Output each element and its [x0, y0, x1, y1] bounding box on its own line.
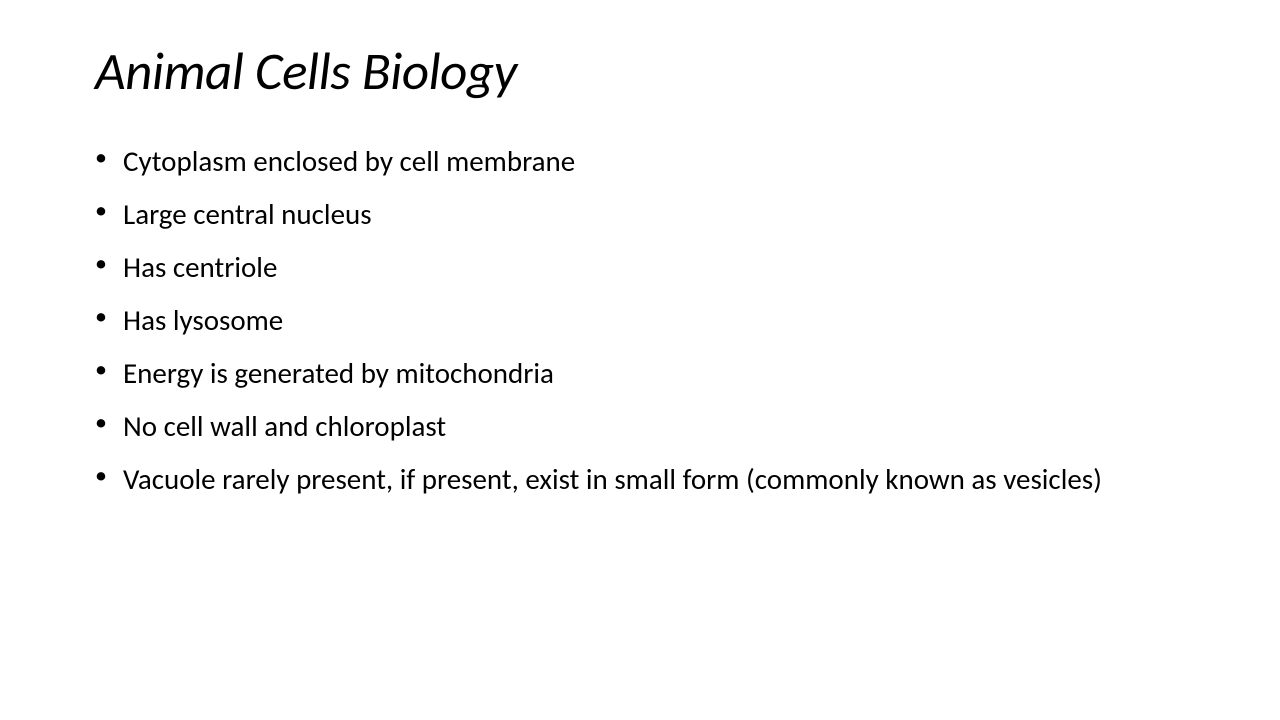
list-item: Cytoplasm enclosed by cell membrane — [123, 139, 1185, 184]
list-item: Has lysosome — [123, 298, 1185, 343]
list-item: Vacuole rarely present, if present, exis… — [123, 457, 1185, 502]
bullet-list: Cytoplasm enclosed by cell membrane Larg… — [95, 139, 1185, 502]
list-item: Large central nucleus — [123, 192, 1185, 237]
list-item: Energy is generated by mitochondria — [123, 351, 1185, 396]
slide-title: Animal Cells Biology — [95, 40, 1185, 104]
list-item: No cell wall and chloroplast — [123, 404, 1185, 449]
list-item: Has centriole — [123, 245, 1185, 290]
